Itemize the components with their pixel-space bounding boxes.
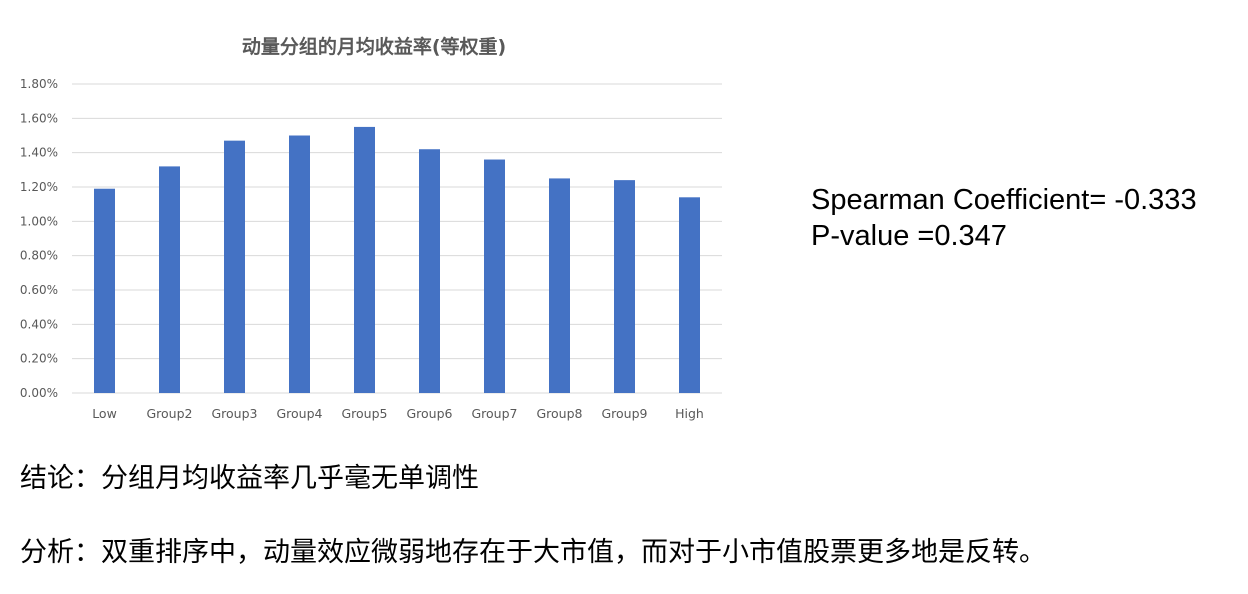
- x-category-label: Group3: [211, 406, 257, 421]
- y-tick-label: 1.00%: [20, 214, 58, 228]
- y-tick-label: 1.40%: [20, 146, 58, 160]
- bar-high: [679, 197, 700, 393]
- y-tick-label: 0.40%: [20, 317, 58, 331]
- p-value: P-value =0.347: [811, 220, 1007, 252]
- x-category-label: Group6: [406, 406, 452, 421]
- x-category-label: High: [675, 406, 704, 421]
- bar-group5: [354, 126, 375, 394]
- bar-low: [94, 188, 115, 393]
- bar-chart: 动量分组的月均收益率(等权重) 0.00% 0.20% 0.40% 0.60% 0.80…: [0, 0, 740, 440]
- bar-group4: [289, 135, 310, 393]
- statistics-box: Spearman Coefficient= -0.333 P-value =0.…: [811, 182, 1197, 254]
- x-axis-category-labels: Low Group2 Group3 Group4 Group5 Group6 Group7 G…: [92, 406, 704, 421]
- y-tick-label: 0.80%: [20, 249, 58, 263]
- y-axis-tick-labels: 0.00% 0.20% 0.40% 0.60% 0.80% 1.00% 1.20% 1.40%…: [20, 77, 58, 400]
- x-category-label: Group9: [601, 406, 647, 421]
- spearman-coefficient: Spearman Coefficient= -0.333: [811, 184, 1197, 216]
- bar-group2: [159, 166, 180, 393]
- y-tick-label: 0.00%: [20, 386, 58, 400]
- gridlines: [72, 83, 722, 394]
- bar-group6: [419, 149, 440, 393]
- x-category-label: Group8: [536, 406, 582, 421]
- bar-group8: [549, 178, 570, 393]
- chart-title: 动量分组的月均收益率(等权重): [242, 35, 506, 58]
- bar-group7: [484, 159, 505, 393]
- y-tick-label: 0.60%: [20, 283, 58, 297]
- y-tick-label: 0.20%: [20, 352, 58, 366]
- y-tick-label: 1.80%: [20, 77, 58, 91]
- x-category-label: Group7: [471, 406, 517, 421]
- conclusion-text: 结论：分组月均收益率几乎毫无单调性: [20, 463, 479, 494]
- x-category-label: Group5: [341, 406, 387, 421]
- analysis-text: 分析：双重排序中，动量效应微弱地存在于大市值，而对于小市值股票更多地是反转。: [20, 537, 1046, 568]
- bar-group9: [614, 180, 635, 393]
- bars: [94, 126, 700, 394]
- x-category-label: Group4: [276, 406, 322, 421]
- x-category-label: Group2: [146, 406, 192, 421]
- bar-group3: [224, 140, 245, 393]
- x-category-label: Low: [92, 406, 117, 421]
- chart-svg: 动量分组的月均收益率(等权重) 0.00% 0.20% 0.40% 0.60% 0.80…: [20, 35, 722, 421]
- y-tick-label: 1.60%: [20, 111, 58, 125]
- y-tick-label: 1.20%: [20, 180, 58, 194]
